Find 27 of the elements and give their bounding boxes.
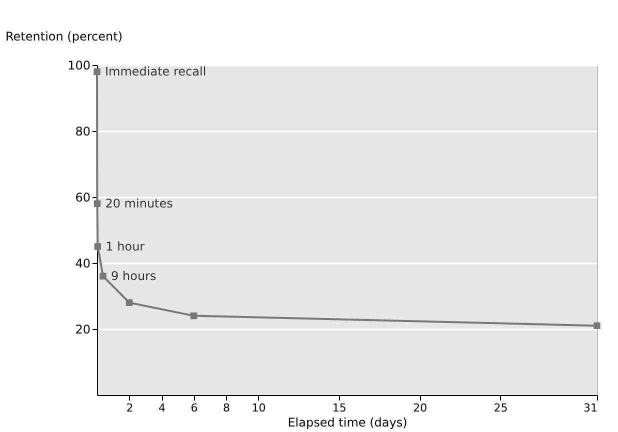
x-tick-label: 25 xyxy=(494,402,508,414)
x-tick-label: 31 xyxy=(584,402,598,414)
annotation: Immediate recall xyxy=(105,64,206,79)
y-tick-label: 80 xyxy=(75,124,90,138)
point xyxy=(594,322,600,330)
y-tick-label: 60 xyxy=(75,190,90,204)
point xyxy=(126,299,133,306)
point xyxy=(94,68,100,75)
x-tick-label: 10 xyxy=(252,402,266,414)
point xyxy=(94,243,102,250)
y-axis-title: Retention (percent) xyxy=(6,30,122,44)
x-tick-label: 8 xyxy=(223,402,230,414)
x-axis-title: Elapsed time (days) xyxy=(288,416,408,430)
y-tick-label: 40 xyxy=(75,256,90,270)
point xyxy=(94,200,101,207)
annotation: 20 minutes xyxy=(105,196,173,211)
y-tick-label: 100 xyxy=(68,58,90,72)
annotation: 9 hours xyxy=(111,269,156,284)
x-tick-label: 2 xyxy=(126,402,134,414)
point xyxy=(190,312,198,320)
x-tick-label: 6 xyxy=(190,402,198,414)
x-tick-label: 4 xyxy=(158,402,166,414)
x-tick-label: 15 xyxy=(332,402,346,414)
x-tick-label: 20 xyxy=(413,402,428,414)
y-tick-label: 20 xyxy=(75,322,90,336)
point xyxy=(100,272,106,280)
annotation: 1 hour xyxy=(106,240,145,254)
